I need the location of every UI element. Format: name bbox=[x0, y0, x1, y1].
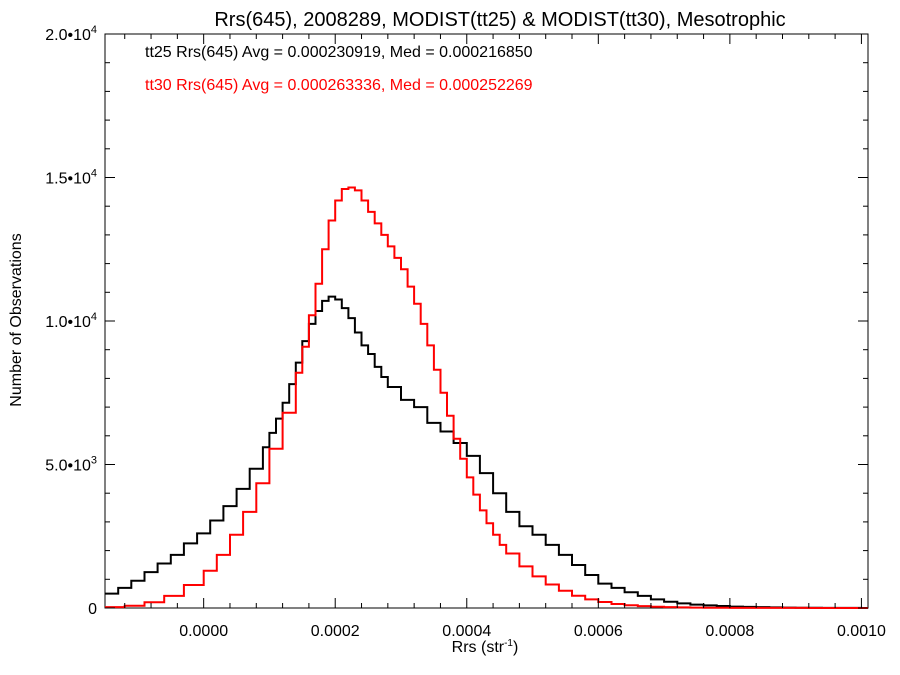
annotation-tt25: tt25 Rrs(645) Avg = 0.000230919, Med = 0… bbox=[145, 44, 533, 61]
x-axis-label-sup: -1 bbox=[504, 638, 513, 649]
y-axis-ticks: 0 5.0•103 1.0•104 1.5•104 2.0•104 bbox=[45, 24, 868, 618]
x-axis-label: Rrs (str-1) bbox=[452, 638, 519, 656]
series-line-1 bbox=[105, 186, 868, 609]
annotation-tt30: tt30 Rrs(645) Avg = 0.000263336, Med = 0… bbox=[145, 77, 533, 94]
x-tick-label: 0.0000 bbox=[179, 623, 228, 640]
x-axis-label-close: ) bbox=[513, 639, 518, 656]
x-tick-label: 0.0006 bbox=[574, 623, 623, 640]
x-tick-label: 0.0010 bbox=[837, 623, 886, 640]
y-tick-label: 1.5•104 bbox=[45, 168, 97, 188]
series-line-0 bbox=[105, 295, 868, 609]
x-tick-label: 0.0008 bbox=[705, 623, 754, 640]
x-tick-label: 0.0002 bbox=[311, 623, 360, 640]
y-tick-label: 1.0•104 bbox=[45, 311, 97, 331]
y-axis-label: Number of Observations bbox=[8, 233, 25, 406]
y-tick-label: 2.0•104 bbox=[45, 24, 97, 44]
x-axis-ticks: 0.0000 0.0002 0.0004 0.0006 0.0008 0.0010 bbox=[124, 34, 886, 640]
x-axis-label-text: Rrs (str bbox=[452, 639, 505, 656]
y-tick-label: 0 bbox=[88, 601, 97, 618]
x-tick-label: 0.0004 bbox=[442, 623, 491, 640]
series-layer bbox=[105, 186, 868, 609]
chart-title: Rrs(645), 2008289, MODIST(tt25) & MODIST… bbox=[214, 9, 785, 31]
y-tick-label: 5.0•103 bbox=[45, 455, 97, 475]
